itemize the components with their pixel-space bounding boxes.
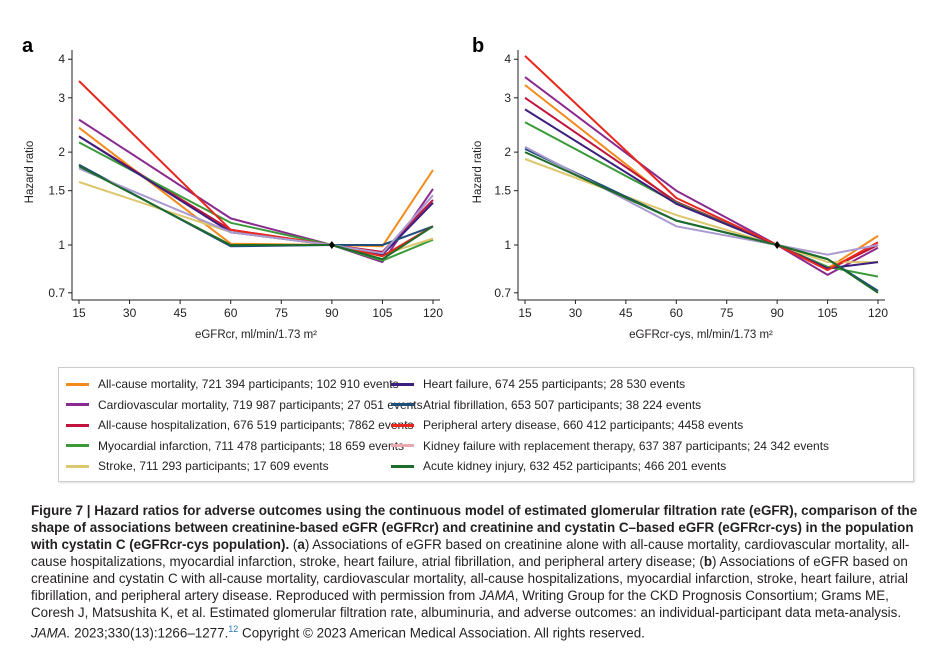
y-tick-label: 0.7 bbox=[494, 286, 511, 300]
legend-label: Myocardial infarction, 711 478 participa… bbox=[98, 438, 404, 453]
x-tick-label: 120 bbox=[423, 306, 443, 320]
legend-swatch bbox=[66, 423, 89, 427]
caption-journal: JAMA bbox=[479, 588, 515, 603]
panel-label: a bbox=[22, 35, 34, 57]
legend-label: Cardiovascular mortality, 719 987 partic… bbox=[98, 397, 423, 412]
panel-label: b bbox=[472, 35, 484, 57]
x-tick-label: 45 bbox=[619, 306, 633, 320]
x-tick-label: 105 bbox=[818, 306, 838, 320]
x-tick-label: 15 bbox=[518, 306, 532, 320]
x-tick-label: 30 bbox=[123, 306, 137, 320]
series-line bbox=[78, 167, 434, 255]
x-tick-label: 90 bbox=[325, 306, 339, 320]
legend-swatch bbox=[66, 382, 89, 386]
legend-swatch bbox=[66, 444, 89, 447]
x-tick-label: 60 bbox=[224, 306, 238, 320]
x-tick-label: 75 bbox=[720, 306, 734, 320]
y-tick-label: 3 bbox=[58, 91, 65, 105]
series-line bbox=[524, 55, 879, 271]
legend-label: All-cause mortality, 721 394 participant… bbox=[98, 377, 399, 391]
caption-journal-2: JAMA. bbox=[31, 625, 71, 641]
x-tick-label: 30 bbox=[569, 306, 583, 320]
y-tick-label: 2 bbox=[58, 145, 65, 159]
legend-item: Heart failure, 674 255 participants; 28 … bbox=[391, 377, 685, 391]
legend-label: Acute kidney injury, 632 452 participant… bbox=[423, 459, 727, 473]
legend-swatch bbox=[391, 464, 414, 468]
figure-charts: a 0.7 1 1.5 2 3 4 15 30 45 60 75 90 105 120 eGFRcr, ml/… bbox=[22, 35, 888, 341]
series-line bbox=[524, 146, 879, 256]
caption-b-label: b bbox=[703, 554, 713, 569]
x-tick-label: 60 bbox=[670, 306, 684, 320]
legend-label: Stroke, 711 293 participants; 17 609 eve… bbox=[98, 459, 329, 473]
legend-item: Myocardial infarction, 711 478 participa… bbox=[66, 439, 404, 453]
y-axis-label: Hazard ratio bbox=[472, 141, 484, 204]
chart-panel-b: b 0.7 1 1.5 2 3 4 15 30 45 60 75 90 105 120 eGFRcr-cys,… bbox=[472, 35, 888, 341]
y-axis-label: Hazard ratio bbox=[24, 141, 36, 204]
legend-label: Atrial fibrillation, 653 507 participant… bbox=[423, 397, 702, 412]
legend: All-cause mortality, 721 394 participant… bbox=[58, 367, 914, 482]
y-tick-label: 1 bbox=[504, 238, 511, 252]
y-tick-label: 3 bbox=[504, 91, 511, 105]
legend-label: All-cause hospitalization, 676 519 parti… bbox=[98, 418, 414, 432]
legend-swatch bbox=[391, 444, 414, 447]
x-tick-label: 45 bbox=[173, 306, 187, 320]
x-tick-label: 120 bbox=[868, 306, 888, 320]
caption-copyright: Copyright © 2023 American Medical Associ… bbox=[238, 625, 645, 641]
legend-swatch bbox=[391, 382, 414, 386]
legend-item: Cardiovascular mortality, 719 987 partic… bbox=[66, 398, 423, 412]
legend-item: All-cause mortality, 721 394 participant… bbox=[66, 377, 399, 391]
legend-swatch bbox=[391, 403, 414, 406]
legend-item: Stroke, 711 293 participants; 17 609 eve… bbox=[66, 459, 329, 473]
y-tick-label: 4 bbox=[504, 52, 511, 66]
caption-a-text: ) Associations of eGFR based on creatini… bbox=[31, 537, 910, 569]
y-tick-label: 0.7 bbox=[48, 286, 65, 300]
legend-swatch bbox=[391, 423, 414, 427]
legend-item: Atrial fibrillation, 653 507 participant… bbox=[391, 398, 701, 412]
legend-label: Peripheral artery disease, 660 412 parti… bbox=[423, 418, 744, 432]
legend-item: Peripheral artery disease, 660 412 parti… bbox=[391, 418, 743, 432]
reference-point-marker bbox=[774, 241, 781, 249]
caption-reference[interactable]: 12 bbox=[228, 624, 239, 634]
reference-point-marker bbox=[328, 241, 335, 249]
y-tick-label: 4 bbox=[58, 52, 65, 66]
x-axis-label: eGFRcr-cys, ml/min/1.73 m² bbox=[629, 329, 773, 341]
y-tick-label: 1 bbox=[58, 238, 65, 252]
x-tick-label: 90 bbox=[770, 306, 784, 320]
y-tick-label: 1.5 bbox=[48, 184, 65, 198]
legend-item: Kidney failure with replacement therapy,… bbox=[391, 439, 829, 453]
x-axis-label: eGFRcr, ml/min/1.73 m² bbox=[195, 329, 317, 341]
series-line bbox=[78, 141, 434, 262]
legend-item: All-cause hospitalization, 676 519 parti… bbox=[66, 418, 414, 432]
caption-a-label: a bbox=[297, 537, 305, 552]
caption-volume: 2023;330(13):1266–1277. bbox=[70, 625, 229, 641]
legend-label: Heart failure, 674 255 participants; 28 … bbox=[423, 377, 686, 391]
chart-panel-a: a 0.7 1 1.5 2 3 4 15 30 45 60 75 90 105 120 eGFRcr, ml/… bbox=[22, 35, 443, 341]
legend-label: Kidney failure with replacement therapy,… bbox=[423, 438, 830, 453]
caption-title: Figure 7 | Hazard ratios for adverse out… bbox=[31, 503, 918, 552]
legend-item: Acute kidney injury, 632 452 participant… bbox=[391, 459, 726, 473]
legend-swatch bbox=[66, 403, 89, 406]
figure-caption: Figure 7 | Hazard ratios for adverse out… bbox=[31, 503, 918, 641]
y-tick-label: 2 bbox=[504, 145, 511, 159]
x-tick-label: 75 bbox=[275, 306, 289, 320]
x-tick-label: 105 bbox=[372, 306, 392, 320]
series-line bbox=[524, 96, 879, 271]
y-tick-label: 1.5 bbox=[494, 184, 511, 198]
legend-swatch bbox=[66, 464, 89, 468]
x-tick-label: 15 bbox=[72, 306, 86, 320]
caption-citation: , Writing Group for the CKD Prognosis Co… bbox=[31, 588, 902, 620]
caption-b-text: ) Associations of eGFR based on creatini… bbox=[31, 554, 908, 603]
